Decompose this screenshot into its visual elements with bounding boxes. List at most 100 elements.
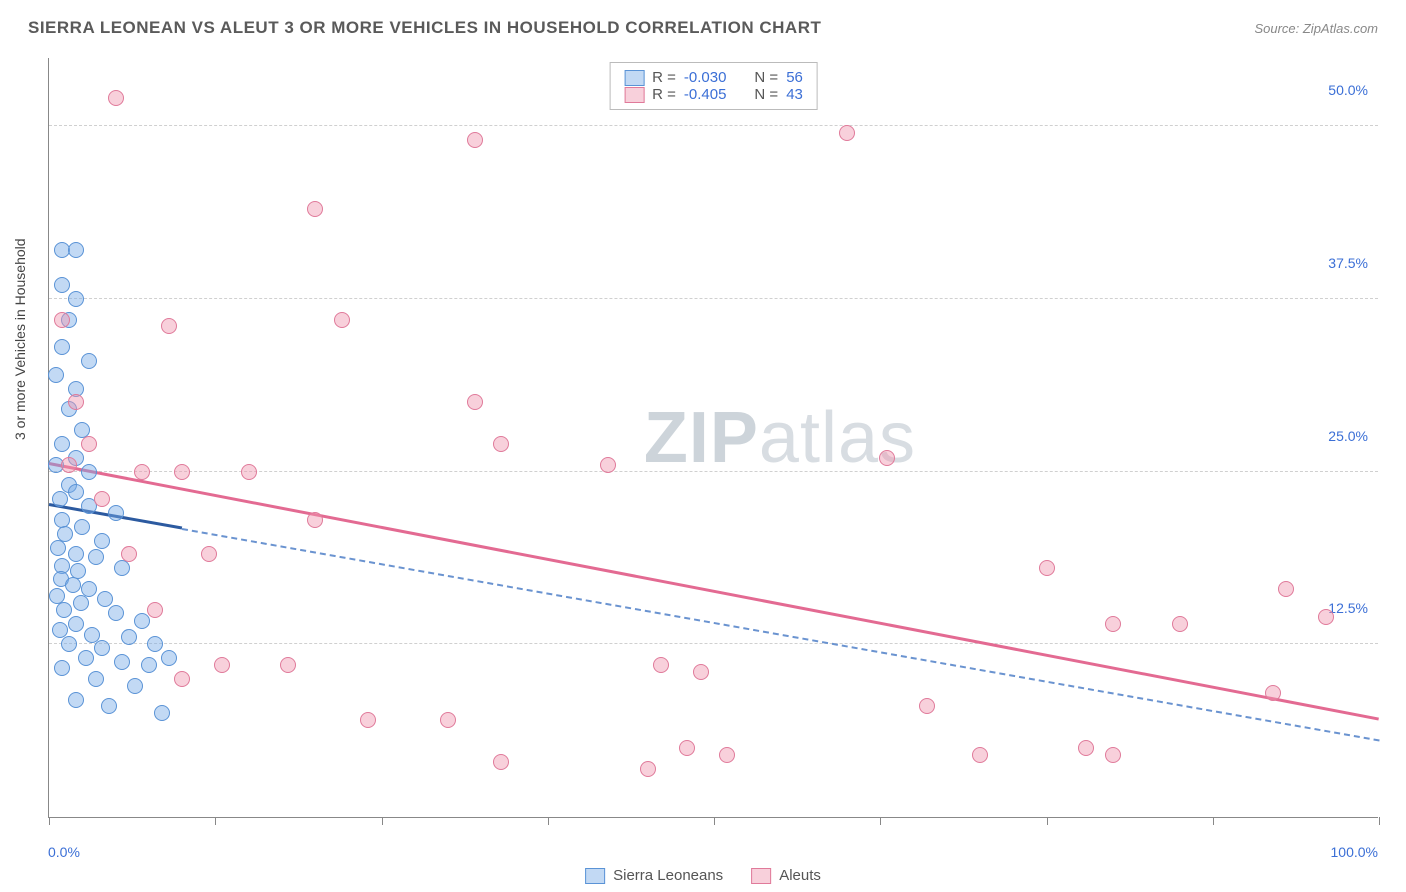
data-point xyxy=(108,605,124,621)
data-point xyxy=(719,747,735,763)
data-point xyxy=(307,512,323,528)
data-point xyxy=(84,627,100,643)
trend-line xyxy=(49,462,1380,721)
data-point xyxy=(56,602,72,618)
gridline xyxy=(49,125,1378,126)
data-point xyxy=(134,464,150,480)
x-axis-min-label: 0.0% xyxy=(48,844,80,860)
legend-swatch xyxy=(624,70,644,86)
x-tick xyxy=(1047,817,1048,825)
data-point xyxy=(127,678,143,694)
data-point xyxy=(94,491,110,507)
data-point xyxy=(919,698,935,714)
legend-stat-row: R =-0.030N =56 xyxy=(624,69,803,86)
data-point xyxy=(81,353,97,369)
x-tick xyxy=(714,817,715,825)
data-point xyxy=(1278,581,1294,597)
data-point xyxy=(307,201,323,217)
legend-stat-row: R =-0.405N =43 xyxy=(624,86,803,103)
data-point xyxy=(640,761,656,777)
x-tick xyxy=(1213,817,1214,825)
data-point xyxy=(241,464,257,480)
legend-label: Sierra Leoneans xyxy=(613,867,723,884)
data-point xyxy=(81,464,97,480)
data-point xyxy=(81,436,97,452)
data-point xyxy=(1172,616,1188,632)
legend-label: Aleuts xyxy=(779,867,821,884)
data-point xyxy=(174,464,190,480)
legend-swatch xyxy=(624,87,644,103)
data-point xyxy=(1039,560,1055,576)
x-tick xyxy=(49,817,50,825)
data-point xyxy=(679,740,695,756)
data-point xyxy=(54,436,70,452)
data-point xyxy=(839,125,855,141)
data-point xyxy=(879,450,895,466)
legend-stats: R =-0.030N =56R =-0.405N =43 xyxy=(609,62,818,110)
data-point xyxy=(68,242,84,258)
y-tick-label: 50.0% xyxy=(1328,82,1368,98)
gridline xyxy=(49,643,1378,644)
data-point xyxy=(50,540,66,556)
data-point xyxy=(360,712,376,728)
data-point xyxy=(68,484,84,500)
data-point xyxy=(174,671,190,687)
data-point xyxy=(467,394,483,410)
watermark: ZIPatlas xyxy=(644,397,916,479)
data-point xyxy=(68,692,84,708)
data-point xyxy=(493,754,509,770)
data-point xyxy=(54,660,70,676)
data-point xyxy=(121,629,137,645)
data-point xyxy=(78,650,94,666)
data-point xyxy=(1265,685,1281,701)
legend-item: Aleuts xyxy=(751,867,821,884)
legend-item: Sierra Leoneans xyxy=(585,867,723,884)
data-point xyxy=(48,367,64,383)
data-point xyxy=(68,616,84,632)
x-tick xyxy=(382,817,383,825)
data-point xyxy=(54,312,70,328)
y-tick-label: 25.0% xyxy=(1328,428,1368,444)
data-point xyxy=(493,436,509,452)
data-point xyxy=(74,519,90,535)
data-point xyxy=(108,505,124,521)
scatter-plot: ZIPatlas R =-0.030N =56R =-0.405N =43 12… xyxy=(48,58,1378,818)
data-point xyxy=(467,132,483,148)
legend-series: Sierra Leoneans Aleuts xyxy=(585,867,821,884)
data-point xyxy=(108,90,124,106)
x-tick xyxy=(1379,817,1380,825)
data-point xyxy=(88,549,104,565)
data-point xyxy=(1105,616,1121,632)
data-point xyxy=(653,657,669,673)
data-point xyxy=(94,640,110,656)
trend-line xyxy=(182,528,1379,741)
data-point xyxy=(101,698,117,714)
x-tick xyxy=(548,817,549,825)
data-point xyxy=(134,613,150,629)
data-point xyxy=(68,546,84,562)
x-tick xyxy=(880,817,881,825)
data-point xyxy=(114,654,130,670)
legend-swatch xyxy=(585,868,605,884)
data-point xyxy=(54,339,70,355)
data-point xyxy=(161,650,177,666)
x-tick xyxy=(215,817,216,825)
legend-swatch xyxy=(751,868,771,884)
data-point xyxy=(214,657,230,673)
data-point xyxy=(73,595,89,611)
data-point xyxy=(201,546,217,562)
data-point xyxy=(114,560,130,576)
x-axis-max-label: 100.0% xyxy=(1331,844,1378,860)
y-axis-label: 3 or more Vehicles in Household xyxy=(12,238,28,440)
data-point xyxy=(1318,609,1334,625)
chart-source: Source: ZipAtlas.com xyxy=(1254,21,1378,36)
data-point xyxy=(88,671,104,687)
data-point xyxy=(121,546,137,562)
data-point xyxy=(54,277,70,293)
data-point xyxy=(280,657,296,673)
gridline xyxy=(49,298,1378,299)
data-point xyxy=(147,636,163,652)
data-point xyxy=(52,491,68,507)
data-point xyxy=(68,291,84,307)
data-point xyxy=(972,747,988,763)
